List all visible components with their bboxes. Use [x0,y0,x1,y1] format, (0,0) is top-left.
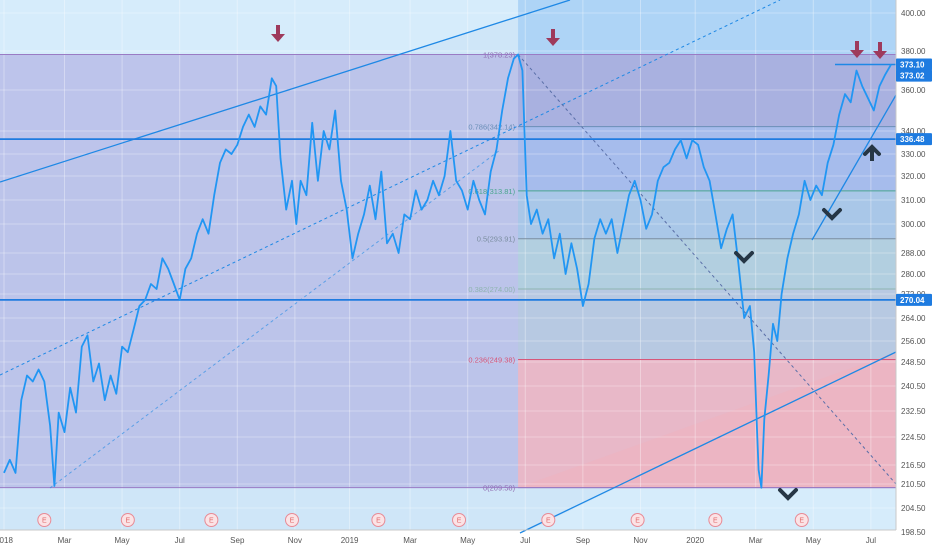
earnings-marker-label-3: E [290,518,295,525]
earnings-marker-label-6: E [546,518,551,525]
y-tick-label-1: 380.00 [901,47,926,56]
x-tick-label-9: Jul [520,536,530,545]
earnings-marker-label-9: E [799,518,804,525]
earnings-marker-label-5: E [457,518,462,525]
x-tick-label-12: 2020 [686,536,704,545]
earnings-marker-label-7: E [635,518,640,525]
x-tick-label-1: Mar [58,536,72,545]
x-tick-label-3: Jul [175,536,185,545]
x-tick-label-4: Sep [230,536,245,545]
y-tick-label-9: 280.00 [901,270,926,279]
y-tick-label-6: 310.00 [901,196,926,205]
price-badge-label-0: 373.10 [900,60,925,69]
x-tick-label-0: 2018 [0,536,13,545]
earnings-marker-label-2: E [209,518,214,525]
price-badge-label-3: 270.04 [900,296,925,305]
earnings-marker-label-4: E [376,518,381,525]
y-tick-label-18: 210.50 [901,480,926,489]
y-tick-label-20: 198.50 [901,528,926,537]
y-tick-label-2: 360.00 [901,86,926,95]
fib-label-3: 0.5(293.91) [477,235,516,244]
y-tick-label-11: 264.00 [901,314,926,323]
x-tick-label-6: 2019 [341,536,359,545]
y-tick-label-8: 288.00 [901,249,926,258]
y-tick-label-0: 400.00 [901,9,926,18]
y-tick-label-19: 204.50 [901,504,926,513]
x-tick-label-7: Mar [403,536,417,545]
y-tick-label-4: 330.00 [901,150,926,159]
fib-label-4: 0.382(274.00) [468,285,515,294]
upper-channel-zone [518,0,896,54]
fib-zone-2 [518,127,896,191]
x-tick-label-10: Sep [576,536,591,545]
fib-zone-4 [518,239,896,289]
x-tick-label-8: May [460,536,475,545]
x-tick-label-11: Nov [633,536,647,545]
y-tick-label-17: 216.50 [901,461,926,470]
price-badge-label-2: 336.48 [900,135,925,144]
fib-zone-3 [518,191,896,239]
y-tick-label-12: 256.00 [901,337,926,346]
x-tick-label-15: Jul [866,536,876,545]
y-tick-label-5: 320.00 [901,172,926,181]
y-tick-label-14: 240.50 [901,382,926,391]
y-tick-label-15: 232.50 [901,407,926,416]
y-tick-label-13: 248.50 [901,358,926,367]
y-tick-label-16: 224.50 [901,433,926,442]
fib-label-5: 0.236(249.38) [468,356,515,365]
earnings-marker-label-0: E [42,518,47,525]
x-tick-label-13: Mar [749,536,763,545]
earnings-marker-label-8: E [713,518,718,525]
earnings-marker-label-1: E [126,518,131,525]
price-badge-label-1: 373.02 [900,72,925,81]
x-tick-label-2: May [115,536,130,545]
x-tick-label-14: May [806,536,821,545]
x-tick-label-5: Nov [288,536,302,545]
y-tick-label-7: 300.00 [901,220,926,229]
